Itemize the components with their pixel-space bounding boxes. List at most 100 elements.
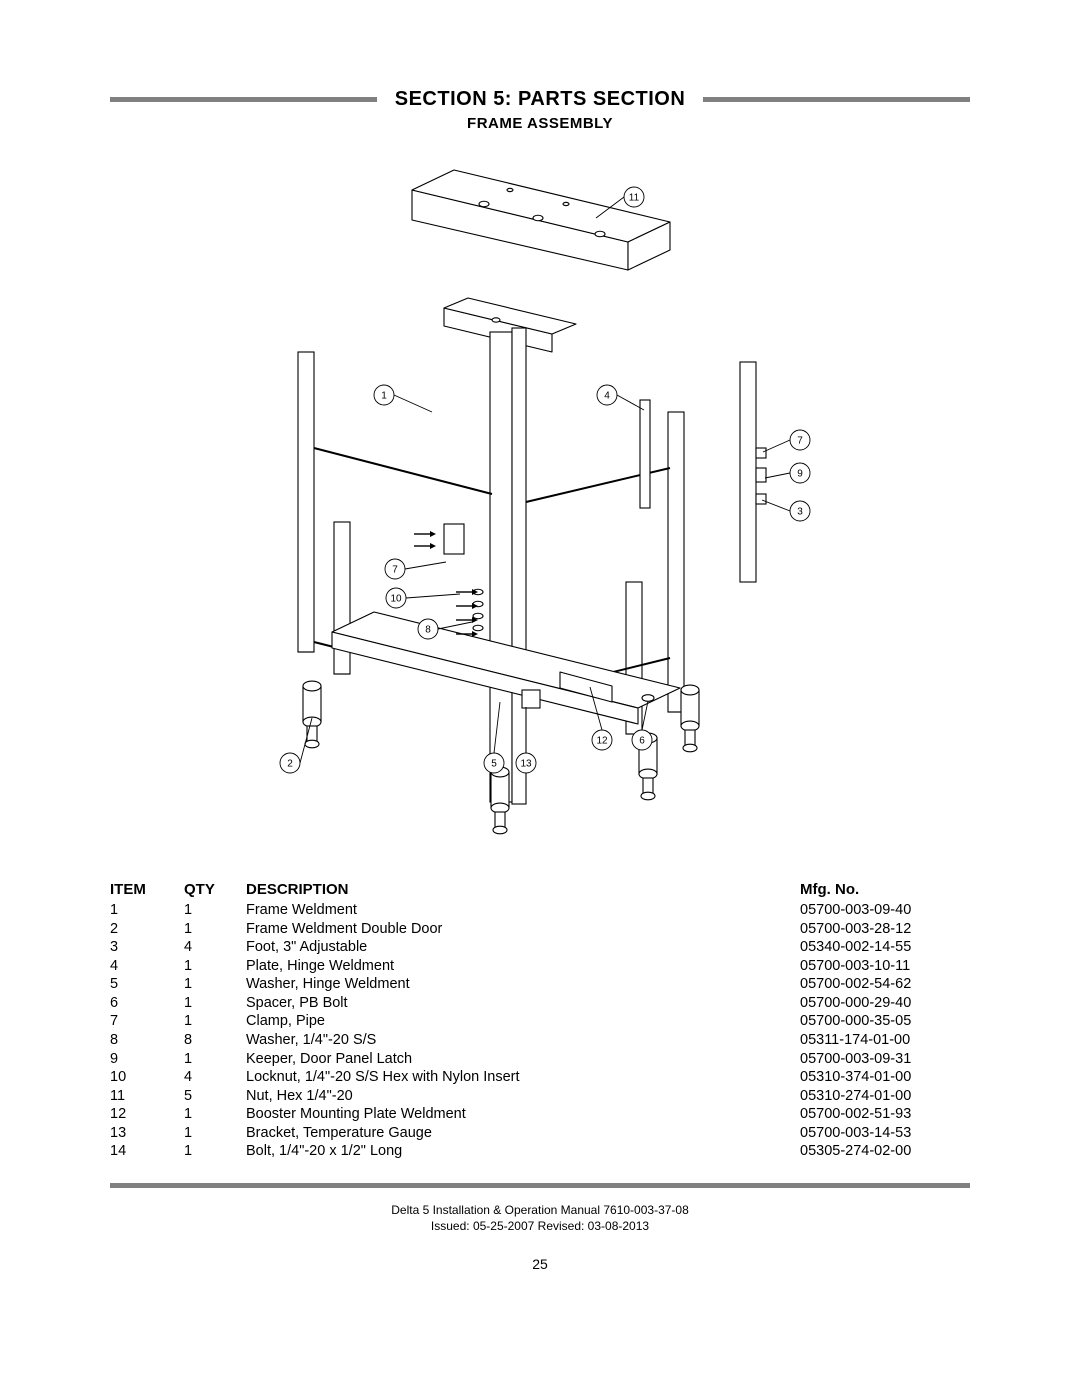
svg-text:9: 9 [797,469,803,480]
col-qty-label: QTY [184,880,246,899]
cell-item: 6 [110,994,184,1013]
cell-qty: 1 [184,901,246,920]
cell-qty: 1 [184,994,246,1013]
cell-desc: Clamp, Pipe [246,1012,800,1031]
cell-desc: Washer, Hinge Weldment [246,975,800,994]
cell-item: 14 [110,1142,184,1161]
table-row: 91Keeper, Door Panel Latch05700-003-09-3… [110,1050,970,1069]
svg-text:6: 6 [639,736,645,747]
cell-desc: Bolt, 1/4"-20 x 1/2" Long [246,1142,800,1161]
table-row: 104Locknut, 1/4"-20 S/S Hex with Nylon I… [110,1068,970,1087]
svg-text:2: 2 [287,759,293,770]
cell-mfg: 05311-174-01-00 [800,1031,970,1050]
cell-qty: 5 [184,1087,246,1106]
cell-item: 7 [110,1012,184,1031]
section-title: SECTION 5: PARTS SECTION [377,88,704,111]
col-item-label: ITEM [110,880,184,899]
header-rule-right [703,97,970,102]
cell-desc: Bracket, Temperature Gauge [246,1124,800,1143]
table-row: 88Washer, 1/4"-20 S/S05311-174-01-00 [110,1031,970,1050]
svg-text:7: 7 [392,565,398,576]
cell-mfg: 05700-000-35-05 [800,1012,970,1031]
cell-mfg: 05305-274-02-00 [800,1142,970,1161]
table-row: 121Booster Mounting Plate Weldment05700-… [110,1105,970,1124]
cell-mfg: 05310-274-01-00 [800,1087,970,1106]
header-rule-left [110,97,377,102]
svg-text:3: 3 [797,507,803,518]
svg-text:4: 4 [604,391,610,402]
footer-line1: Delta 5 Installation & Operation Manual … [110,1202,970,1218]
cell-item: 9 [110,1050,184,1069]
col-mfg-label: Mfg. No. [800,880,970,899]
cell-item: 2 [110,920,184,939]
cell-qty: 1 [184,920,246,939]
table-row: 115Nut, Hex 1/4"-2005310-274-01-00 [110,1087,970,1106]
svg-text:13: 13 [520,759,532,770]
table-row: 21Frame Weldment Double Door05700-003-28… [110,920,970,939]
cell-qty: 1 [184,975,246,994]
page: SECTION 5: PARTS SECTION FRAME ASSEMBLY … [0,0,1080,1332]
table-row: 131Bracket, Temperature Gauge05700-003-1… [110,1124,970,1143]
cell-item: 3 [110,938,184,957]
cell-qty: 8 [184,1031,246,1050]
cell-item: 12 [110,1105,184,1124]
page-number: 25 [110,1256,970,1272]
table-head: ITEM QTY DESCRIPTION Mfg. No. [110,880,970,899]
cell-item: 1 [110,901,184,920]
cell-mfg: 05700-003-14-53 [800,1124,970,1143]
cell-mfg: 05700-003-28-12 [800,920,970,939]
table-row: 34Foot, 3" Adjustable05340-002-14-55 [110,938,970,957]
parts-table: ITEM QTY DESCRIPTION Mfg. No. 11Frame We… [110,880,970,1161]
svg-text:12: 12 [596,736,608,747]
table-row: 51Washer, Hinge Weldment05700-002-54-62 [110,975,970,994]
svg-text:10: 10 [390,594,402,605]
table-row: 141Bolt, 1/4"-20 x 1/2" Long05305-274-02… [110,1142,970,1161]
cell-mfg: 05700-002-51-93 [800,1105,970,1124]
cell-item: 5 [110,975,184,994]
cell-qty: 1 [184,1012,246,1031]
table-row: 11Frame Weldment05700-003-09-40 [110,901,970,920]
col-desc-label: DESCRIPTION [246,880,800,899]
cell-qty: 4 [184,1068,246,1087]
cell-mfg: 05700-003-09-40 [800,901,970,920]
cell-qty: 1 [184,1105,246,1124]
table-row: 61Spacer, PB Bolt05700-000-29-40 [110,994,970,1013]
cell-mfg: 05700-000-29-40 [800,994,970,1013]
cell-desc: Foot, 3" Adjustable [246,938,800,957]
table-row: 41Plate, Hinge Weldment05700-003-10-11 [110,957,970,976]
cell-item: 10 [110,1068,184,1087]
cell-desc: Keeper, Door Panel Latch [246,1050,800,1069]
footer-rule [110,1183,970,1188]
cell-desc: Frame Weldment Double Door [246,920,800,939]
svg-text:8: 8 [425,625,431,636]
diagram: 123456778910111213 [110,142,970,862]
cell-desc: Spacer, PB Bolt [246,994,800,1013]
cell-desc: Booster Mounting Plate Weldment [246,1105,800,1124]
cell-qty: 1 [184,1124,246,1143]
cell-item: 8 [110,1031,184,1050]
svg-text:1: 1 [381,391,387,402]
cell-qty: 1 [184,1050,246,1069]
cell-mfg: 05310-374-01-00 [800,1068,970,1087]
cell-item: 11 [110,1087,184,1106]
svg-text:11: 11 [629,193,640,204]
footer-line2: Issued: 05-25-2007 Revised: 03-08-2013 [110,1218,970,1234]
cell-desc: Nut, Hex 1/4"-20 [246,1087,800,1106]
cell-desc: Plate, Hinge Weldment [246,957,800,976]
cell-desc: Frame Weldment [246,901,800,920]
cell-qty: 1 [184,1142,246,1161]
cell-item: 13 [110,1124,184,1143]
table-row: 71Clamp, Pipe05700-000-35-05 [110,1012,970,1031]
cell-item: 4 [110,957,184,976]
table-body: 11Frame Weldment05700-003-09-4021Frame W… [110,901,970,1161]
cell-mfg: 05700-002-54-62 [800,975,970,994]
cell-qty: 4 [184,938,246,957]
cell-mfg: 05340-002-14-55 [800,938,970,957]
cell-desc: Washer, 1/4"-20 S/S [246,1031,800,1050]
cell-mfg: 05700-003-10-11 [800,957,970,976]
cell-mfg: 05700-003-09-31 [800,1050,970,1069]
svg-text:5: 5 [491,759,497,770]
exploded-view-svg: 123456778910111213 [200,142,880,862]
svg-text:7: 7 [797,436,803,447]
footer-text: Delta 5 Installation & Operation Manual … [110,1202,970,1234]
